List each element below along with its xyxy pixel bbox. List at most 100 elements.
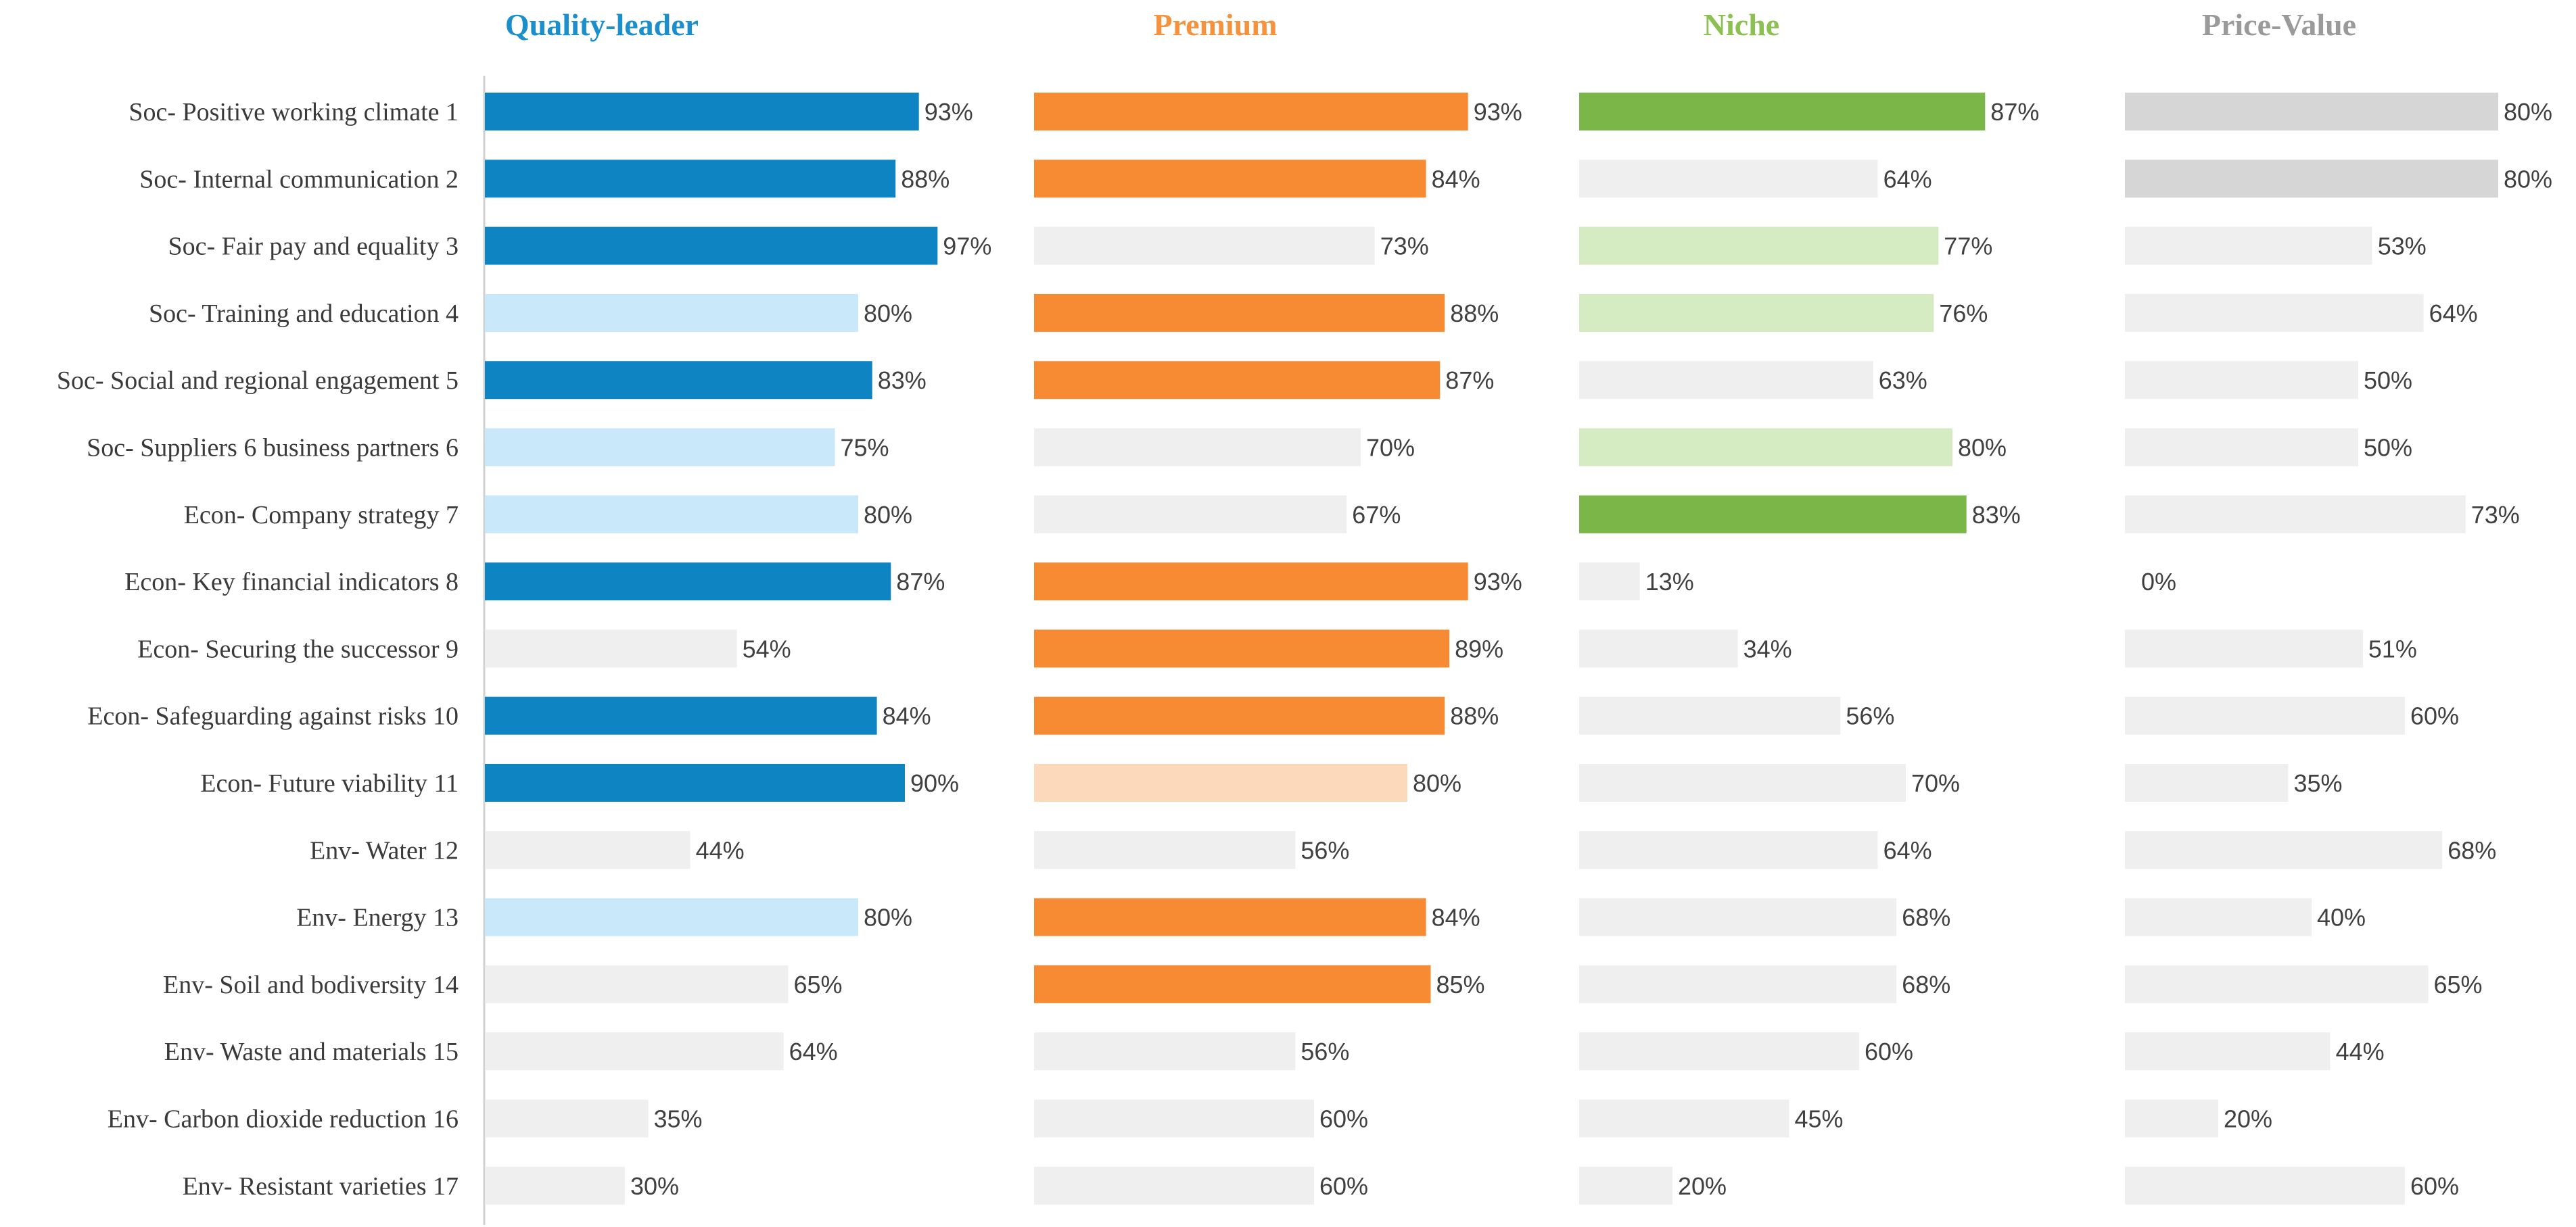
bar-niche-11	[1579, 764, 1906, 802]
bar-premium-7	[1034, 495, 1347, 533]
value-label-quality-leader-14: 65%	[794, 971, 843, 999]
value-label-quality-leader-1: 93%	[924, 98, 973, 126]
value-label-niche-2: 64%	[1883, 165, 1932, 193]
value-label-quality-leader-7: 80%	[864, 501, 912, 529]
bar-premium-16	[1034, 1099, 1314, 1138]
bar-price-value-7	[2125, 495, 2466, 533]
category-label-11: Econ- Future viability 11	[200, 769, 459, 798]
value-label-price-value-12: 68%	[2448, 836, 2496, 864]
value-label-quality-leader-6: 75%	[841, 434, 889, 462]
bar-niche-14	[1579, 965, 1897, 1003]
bar-quality-leader-2	[485, 160, 896, 198]
value-label-price-value-10: 60%	[2410, 702, 2459, 730]
bar-premium-13	[1034, 898, 1426, 936]
bar-quality-leader-12	[485, 831, 690, 869]
bar-premium-4	[1034, 293, 1445, 332]
value-label-quality-leader-8: 87%	[896, 568, 945, 596]
value-label-quality-leader-4: 80%	[864, 299, 912, 327]
bar-premium-17	[1034, 1166, 1314, 1205]
bar-quality-leader-10	[485, 696, 877, 735]
bar-price-value-4	[2125, 293, 2424, 332]
bar-niche-3	[1579, 226, 1939, 265]
bar-niche-4	[1579, 293, 1934, 332]
category-label-1: Soc- Positive working climate 1	[128, 98, 459, 126]
value-label-niche-13: 68%	[1902, 904, 1950, 932]
value-label-niche-6: 80%	[1958, 434, 2007, 462]
bar-premium-2	[1034, 160, 1426, 198]
bar-price-value-13	[2125, 898, 2312, 936]
value-label-premium-3: 73%	[1380, 233, 1429, 260]
category-label-8: Econ- Key financial indicators 8	[124, 568, 459, 596]
bar-niche-6	[1579, 428, 1952, 466]
value-label-premium-2: 84%	[1432, 165, 1480, 193]
value-label-price-value-5: 50%	[2364, 366, 2412, 394]
bar-price-value-2	[2125, 160, 2498, 198]
value-label-premium-5: 87%	[1445, 366, 1494, 394]
bar-quality-leader-8	[485, 562, 891, 601]
value-label-price-value-16: 20%	[2224, 1105, 2272, 1133]
bar-quality-leader-15	[485, 1032, 784, 1071]
value-label-niche-12: 64%	[1883, 836, 1932, 864]
category-label-10: Econ- Safeguarding against risks 10	[87, 702, 459, 731]
bar-premium-3	[1034, 226, 1375, 265]
category-label-12: Env- Water 12	[310, 836, 459, 865]
value-label-quality-leader-13: 80%	[864, 904, 912, 932]
value-label-price-value-6: 50%	[2364, 434, 2412, 462]
bar-quality-leader-1	[485, 93, 919, 130]
value-label-premium-9: 89%	[1455, 635, 1503, 663]
value-label-price-value-4: 64%	[2429, 299, 2478, 327]
bar-quality-leader-7	[485, 495, 858, 533]
bar-premium-12	[1034, 831, 1296, 869]
category-label-3: Soc- Fair pay and equality 3	[168, 233, 459, 261]
bar-premium-10	[1034, 696, 1445, 735]
category-label-14: Env- Soil and bodiversity 14	[163, 971, 459, 999]
bar-quality-leader-11	[485, 764, 905, 802]
value-label-premium-16: 60%	[1319, 1105, 1368, 1133]
value-label-price-value-17: 60%	[2410, 1172, 2459, 1200]
panel-title-quality-leader: Quality-leader	[505, 7, 699, 42]
bar-price-value-9	[2125, 629, 2363, 668]
value-label-quality-leader-12: 44%	[696, 836, 745, 864]
value-label-niche-16: 45%	[1795, 1105, 1844, 1133]
bar-quality-leader-13	[485, 898, 858, 936]
bar-premium-8	[1034, 562, 1468, 601]
bar-niche-8	[1579, 562, 1640, 601]
bar-price-value-17	[2125, 1166, 2405, 1205]
category-label-17: Env- Resistant varieties 17	[183, 1172, 459, 1201]
value-label-niche-9: 34%	[1743, 635, 1792, 663]
bar-niche-1	[1579, 93, 1986, 130]
category-label-13: Env- Energy 13	[296, 904, 459, 932]
value-label-premium-1: 93%	[1474, 98, 1522, 126]
bar-niche-9	[1579, 629, 1738, 668]
value-label-price-value-1: 80%	[2504, 98, 2552, 126]
value-label-price-value-11: 35%	[2294, 769, 2343, 797]
value-label-price-value-8: 0%	[2141, 568, 2176, 596]
value-label-premium-12: 56%	[1301, 836, 1349, 864]
bar-premium-15	[1034, 1032, 1296, 1071]
bar-niche-5	[1579, 361, 1873, 400]
value-label-niche-11: 70%	[1911, 769, 1960, 797]
bar-quality-leader-14	[485, 965, 789, 1003]
category-label-9: Econ- Securing the successor 9	[137, 635, 459, 663]
value-label-niche-5: 63%	[1879, 366, 1927, 394]
value-label-quality-leader-3: 97%	[943, 233, 991, 260]
value-label-niche-15: 60%	[1865, 1038, 1913, 1065]
value-label-price-value-15: 44%	[2336, 1038, 2385, 1065]
value-label-premium-10: 88%	[1450, 702, 1499, 730]
value-label-niche-1: 87%	[1990, 98, 2039, 126]
bar-niche-15	[1579, 1032, 1859, 1071]
value-label-niche-14: 68%	[1902, 971, 1950, 999]
bar-price-value-3	[2125, 226, 2372, 265]
value-label-quality-leader-15: 64%	[789, 1038, 838, 1065]
bar-quality-leader-3	[485, 226, 938, 265]
value-label-premium-15: 56%	[1301, 1038, 1349, 1065]
bar-price-value-5	[2125, 361, 2358, 400]
value-label-quality-leader-10: 84%	[883, 702, 931, 730]
bar-niche-13	[1579, 898, 1897, 936]
bar-quality-leader-9	[485, 629, 737, 668]
value-label-price-value-3: 53%	[2378, 233, 2427, 260]
value-label-quality-leader-9: 54%	[743, 635, 791, 663]
value-label-niche-10: 56%	[1846, 702, 1894, 730]
value-label-premium-6: 70%	[1366, 434, 1415, 462]
bar-premium-9	[1034, 629, 1450, 668]
